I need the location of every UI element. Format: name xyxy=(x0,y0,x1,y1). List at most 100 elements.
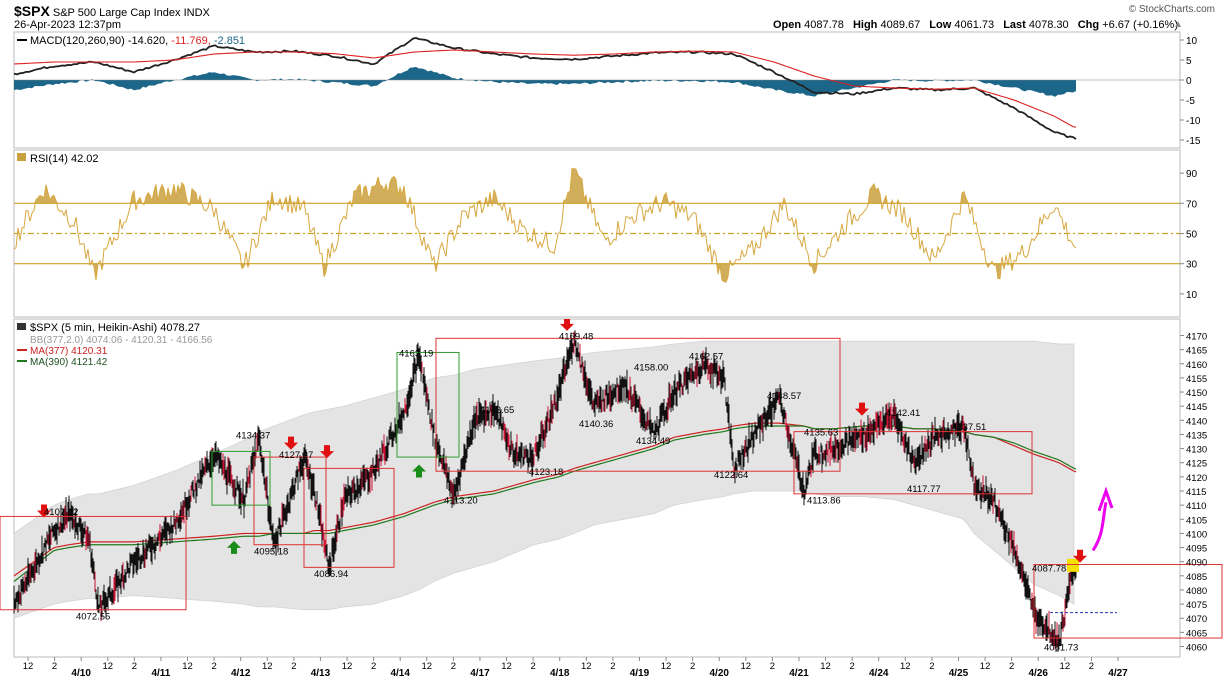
annotation-box-4 xyxy=(396,351,460,458)
annotation-box-3 xyxy=(303,467,395,568)
annotation-box-2 xyxy=(253,456,327,546)
x-tick-label: 2 xyxy=(52,661,57,672)
price-annotation-7: 4113.20 xyxy=(444,495,478,506)
rsi-y-tick-label: 50 xyxy=(1186,230,1198,241)
price-y-tick-label: 4125 xyxy=(1186,459,1207,470)
magenta-arrow-head xyxy=(1097,486,1114,512)
price-annotation-9: 4123.18 xyxy=(529,467,563,478)
x-tick-label: 12 xyxy=(1060,661,1071,672)
x-tick-label: 2 xyxy=(451,661,456,672)
price-y-tick-label: 4115 xyxy=(1186,487,1206,498)
macd-y-tick-label: -5 xyxy=(1186,96,1195,107)
legend-ma390: MA(390) 4121.42 xyxy=(30,357,108,368)
down-arrow-icon-4 xyxy=(855,402,869,416)
open-value: 4087.78 xyxy=(804,19,844,31)
price-bars-down xyxy=(19,331,1071,650)
annotation-box-0 xyxy=(0,515,187,611)
price-y-tick-label: 4070 xyxy=(1186,614,1207,625)
x-tick-label: 2 xyxy=(770,661,775,672)
x-tick-label: 2 xyxy=(132,661,137,672)
price-annotation-18: 4113.86 xyxy=(807,495,841,506)
price-y-tick-label: 4060 xyxy=(1186,643,1207,654)
macd-legend: MACD(120,260,90) -14.620, -11.769, -2.85… xyxy=(30,35,245,47)
macd-panel xyxy=(13,31,1181,149)
x-tick-label: 4/21 xyxy=(789,668,809,679)
price-annotation-3: 4127.27 xyxy=(279,450,313,461)
magenta-arrow-stem xyxy=(1091,502,1108,552)
x-tick-label: 4/10 xyxy=(71,668,91,679)
x-tick-label: 12 xyxy=(23,661,34,672)
highlight-marker xyxy=(1067,558,1079,572)
x-tick-label: 2 xyxy=(211,661,216,672)
legend-ma377: MA(377) 4120.31 xyxy=(30,346,108,357)
price-plot xyxy=(13,319,1117,653)
price-y-tick-label: 4135 xyxy=(1186,430,1207,441)
price-y-tick-label: 4165 xyxy=(1186,346,1207,357)
down-arrow-icon-1 xyxy=(284,436,298,450)
price-annotation-10: 4169.48 xyxy=(559,331,593,342)
x-tick-label: 2 xyxy=(849,661,854,672)
down-arrow-icon-3 xyxy=(560,319,574,331)
price-annotation-23: 4061.73 xyxy=(1044,643,1078,654)
price-y-tick-label: 4090 xyxy=(1186,558,1207,569)
x-tick-label: 2 xyxy=(1009,661,1014,672)
price-y-tick-label: 4150 xyxy=(1186,388,1207,399)
index-name: S&P 500 Large Cap Index xyxy=(52,7,181,19)
x-tick-label: 4/27 xyxy=(1108,668,1128,679)
chg-value: +6.67 (+0.16%) xyxy=(1102,19,1178,31)
price-y-tick-label: 4170 xyxy=(1186,331,1207,342)
down-arrow-icon-2 xyxy=(320,445,334,459)
legend-bb: BB(377,2.0) 4074.06 - 4120.31 - 4166.56 xyxy=(30,335,213,346)
annotation-box-7 xyxy=(1033,564,1223,639)
x-tick-label: 4/25 xyxy=(949,668,969,679)
x-tick-label: 4/11 xyxy=(151,668,170,679)
high-label: High xyxy=(852,19,878,31)
x-tick-label: 12 xyxy=(262,661,273,672)
price-annotation-12: 4158.00 xyxy=(634,363,668,374)
macd-y-tick-label: 5 xyxy=(1186,56,1192,67)
price-annotation-13: 4134.49 xyxy=(636,436,670,447)
x-tick-label: 12 xyxy=(182,661,193,672)
annotation-box-5 xyxy=(435,337,841,472)
price-y-tick-label: 4100 xyxy=(1186,529,1207,540)
down-arrow-icon-5 xyxy=(1073,549,1087,563)
price-y-tick-label: 4145 xyxy=(1186,402,1207,413)
price-annotation-20: 4117.77 xyxy=(907,484,941,495)
price-annotation-0: 4107.32 xyxy=(44,507,78,518)
price-y-tick-label: 4160 xyxy=(1186,360,1207,371)
x-tick-label: 2 xyxy=(291,661,296,672)
quote-summary: Open 4087.78 High 4089.67 Low 4061.73 La… xyxy=(773,19,1178,31)
chg-label: Chg xyxy=(1077,19,1100,31)
x-tick-label: 2 xyxy=(530,661,535,672)
x-tick-label: 2 xyxy=(371,661,376,672)
rsi-legend-swatch xyxy=(17,153,26,161)
x-tick-label: 12 xyxy=(501,661,512,672)
macd-histogram xyxy=(14,66,1076,97)
price-annotation-6: 4163.19 xyxy=(399,348,433,359)
price-y-tick-label: 4075 xyxy=(1186,600,1207,611)
collapse-arrow-icon[interactable]: ▲ xyxy=(1173,19,1183,30)
x-tick-label: 12 xyxy=(421,661,432,672)
x-tick-label: 2 xyxy=(1089,661,1094,672)
copyright: © StockCharts.com xyxy=(1128,4,1215,15)
rsi-y-tick-label: 70 xyxy=(1186,199,1198,210)
macd-y-tick-label: -15 xyxy=(1186,136,1201,147)
x-tick-label: 4/26 xyxy=(1029,668,1049,679)
price-annotation-15: 4122.64 xyxy=(714,470,748,481)
low-value: 4061.73 xyxy=(954,19,995,31)
price-y-tick-label: 4130 xyxy=(1186,445,1207,456)
x-tick-label: 2 xyxy=(610,661,615,672)
datetime: 26-Apr-2023 12:37pm xyxy=(14,19,122,31)
price-y-tick-label: 4110 xyxy=(1186,501,1206,512)
price-legend-swatch xyxy=(17,323,26,330)
price-annotation-8: 4143.65 xyxy=(480,405,514,416)
up-arrow-icon-0 xyxy=(227,540,241,554)
rsi-y-tick-label: 10 xyxy=(1186,290,1198,301)
price-annotation-2: 4134.37 xyxy=(236,430,270,441)
price-annotation-16: 4148.57 xyxy=(767,391,801,402)
price-annotation-22: 4087.78 xyxy=(1032,563,1066,574)
x-tick-label: 4/19 xyxy=(630,668,650,679)
annotation-box-6 xyxy=(793,431,1033,495)
macd-y-tick-label: -10 xyxy=(1186,116,1201,127)
